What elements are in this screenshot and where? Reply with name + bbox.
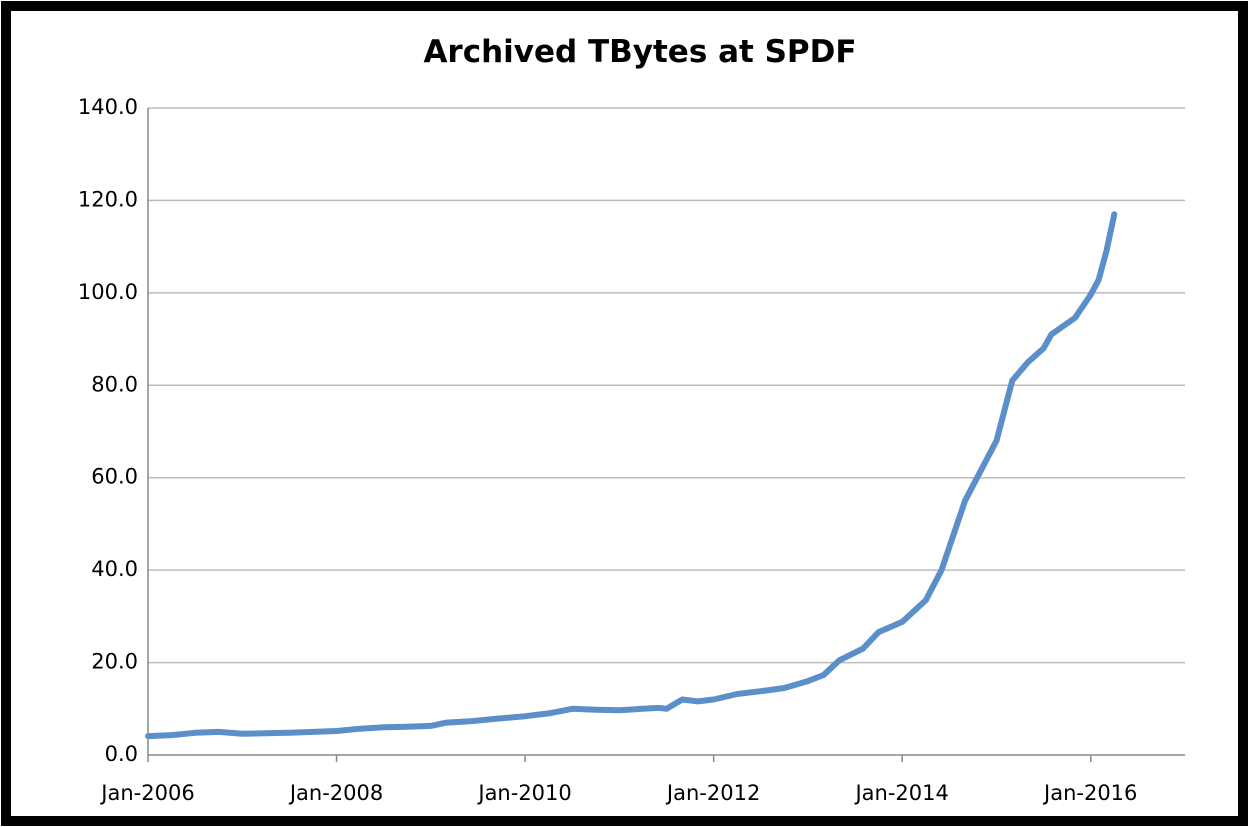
chart-title: Archived TBytes at SPDF	[423, 34, 856, 70]
y-tick-label: 80.0	[91, 372, 138, 396]
y-tick-label: 100.0	[78, 280, 138, 304]
x-tick-label: Jan-2006	[99, 781, 194, 805]
x-tick-label: Jan-2010	[476, 781, 571, 805]
x-tick-label: Jan-2014	[853, 781, 948, 805]
x-tick-label: Jan-2012	[665, 781, 760, 805]
x-tick-label: Jan-2008	[288, 781, 383, 805]
y-tick-label: 20.0	[91, 650, 138, 674]
y-tick-label: 0.0	[105, 742, 138, 766]
data-line	[145, 211, 1118, 740]
x-tick-label: Jan-2016	[1042, 781, 1137, 805]
y-tick-label: 120.0	[78, 187, 138, 211]
y-tick-label: 140.0	[78, 95, 138, 119]
y-tick-label: 40.0	[91, 557, 138, 581]
y-tick-label: 60.0	[91, 465, 138, 489]
